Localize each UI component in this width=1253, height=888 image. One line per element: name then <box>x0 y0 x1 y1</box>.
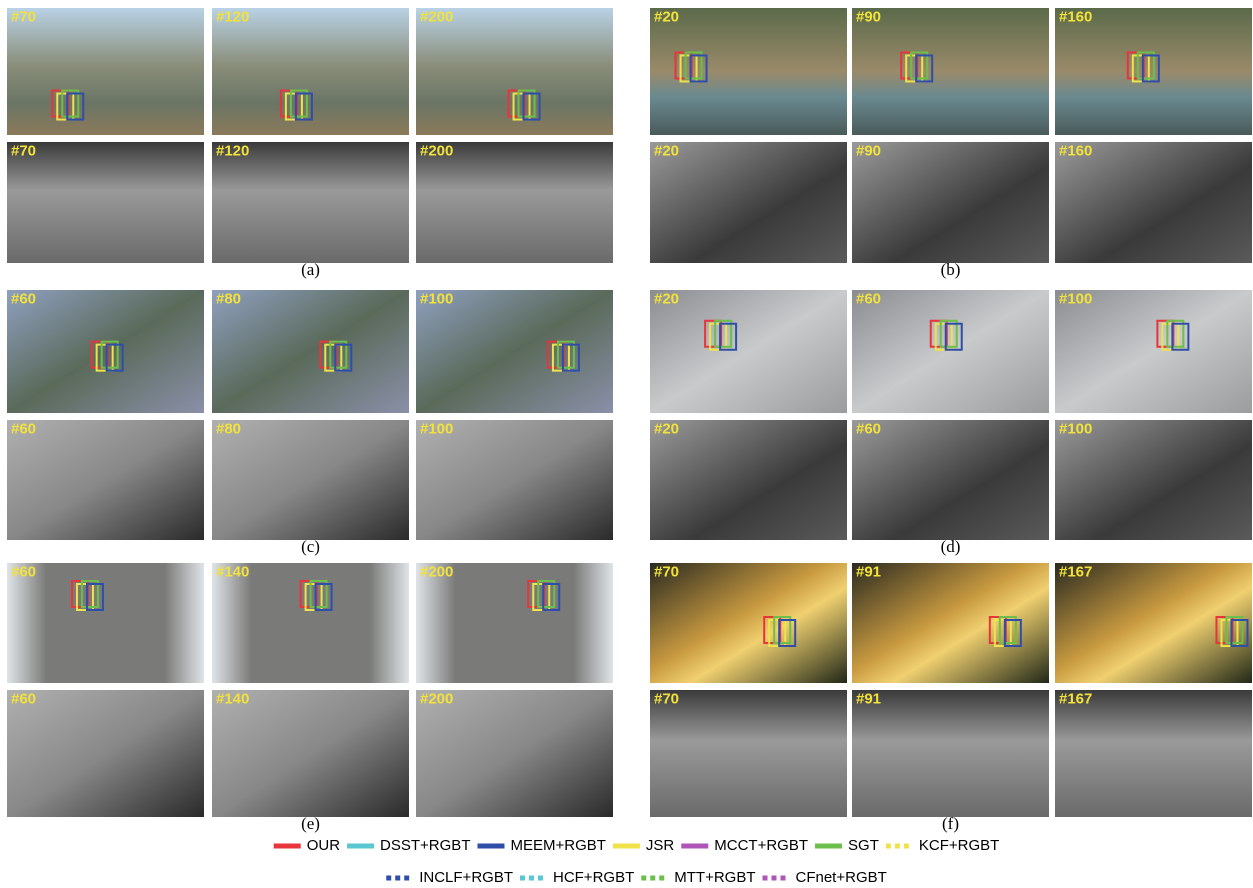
frame-label: #160 <box>1059 8 1092 25</box>
thermal-frame <box>650 690 847 817</box>
legend-label: MEEM+RGBT <box>510 837 605 854</box>
rgb-frame <box>852 563 1049 683</box>
frame-label: #70 <box>654 563 679 580</box>
frame-label: #140 <box>216 690 249 707</box>
frame-label: #200 <box>420 690 453 707</box>
thermal-frame <box>650 142 847 263</box>
frame-label: #70 <box>11 8 36 25</box>
frame-label: #60 <box>11 420 36 437</box>
frame-label: #80 <box>216 420 241 437</box>
frame-label: #70 <box>654 690 679 707</box>
thermal-frame <box>1055 142 1252 263</box>
frame-label: #60 <box>856 290 881 307</box>
frame-label: #200 <box>420 563 453 580</box>
frame-label: #90 <box>856 8 881 25</box>
legend-label: KCF+RGBT <box>919 837 999 854</box>
figure: #70 #70 #120 #120 #200 #200 (a) #20 #20 #90 #90 #16… <box>0 0 1253 888</box>
panel-caption: (d) <box>941 537 961 556</box>
frame-label: #20 <box>654 142 679 159</box>
rgb-frame <box>650 563 847 683</box>
panel-caption: (e) <box>301 814 320 833</box>
rgb-frame <box>416 290 613 413</box>
frame-label: #20 <box>654 420 679 437</box>
rgb-frame <box>212 290 409 413</box>
thermal-frame <box>7 690 204 817</box>
thermal-frame <box>212 420 409 540</box>
frame-label: #140 <box>216 563 249 580</box>
frame-label: #70 <box>11 142 36 159</box>
thermal-frame <box>7 420 204 540</box>
frame-label: #100 <box>420 290 453 307</box>
frame-label: #60 <box>11 690 36 707</box>
legend-label: JSR <box>646 837 675 854</box>
panel-caption: (b) <box>941 260 961 279</box>
legend-label: MCCT+RGBT <box>714 837 808 854</box>
frame-label: #100 <box>420 420 453 437</box>
rgb-frame <box>212 8 409 135</box>
frame-label: #80 <box>216 290 241 307</box>
frame-label: #60 <box>856 420 881 437</box>
thermal-frame <box>852 420 1049 540</box>
legend-label: MTT+RGBT <box>674 869 755 886</box>
thermal-frame <box>416 142 613 263</box>
frame-label: #60 <box>11 563 36 580</box>
legend-label: DSST+RGBT <box>380 837 470 854</box>
thermal-frame <box>416 690 613 817</box>
thermal-frame <box>1055 690 1252 817</box>
frame-label: #200 <box>420 8 453 25</box>
thermal-frame <box>212 690 409 817</box>
thermal-frame <box>852 142 1049 263</box>
rgb-frame <box>416 563 613 683</box>
legend-label: CFnet+RGBT <box>796 869 887 886</box>
panel-caption: (a) <box>301 260 320 279</box>
panel-caption: (f) <box>942 814 959 833</box>
frame-label: #100 <box>1059 290 1092 307</box>
rgb-frame <box>852 8 1049 135</box>
frame-label: #100 <box>1059 420 1092 437</box>
frame-label: #91 <box>856 563 881 580</box>
legend-label: SGT <box>848 837 879 854</box>
rgb-frame <box>7 563 204 683</box>
frame-label: #200 <box>420 142 453 159</box>
frame-label: #90 <box>856 142 881 159</box>
rgb-frame <box>650 290 847 413</box>
thermal-frame <box>212 142 409 263</box>
frame-label: #120 <box>216 142 249 159</box>
frame-label: #120 <box>216 8 249 25</box>
thermal-frame <box>650 420 847 540</box>
frame-label: #60 <box>11 290 36 307</box>
legend-label: HCF+RGBT <box>553 869 634 886</box>
legend-label: INCLF+RGBT <box>419 869 513 886</box>
thermal-frame <box>1055 420 1252 540</box>
frame-label: #167 <box>1059 690 1092 707</box>
thermal-frame <box>7 142 204 263</box>
frame-label: #20 <box>654 8 679 25</box>
rgb-frame <box>7 290 204 413</box>
rgb-frame <box>7 8 204 135</box>
frame-label: #20 <box>654 290 679 307</box>
thermal-frame <box>416 420 613 540</box>
rgb-frame <box>1055 290 1252 413</box>
frame-label: #167 <box>1059 563 1092 580</box>
frame-label: #91 <box>856 690 881 707</box>
frame-label: #160 <box>1059 142 1092 159</box>
rgb-frame <box>852 290 1049 413</box>
panel-caption: (c) <box>301 537 320 556</box>
thermal-frame <box>852 690 1049 817</box>
legend-label: OUR <box>307 837 341 854</box>
